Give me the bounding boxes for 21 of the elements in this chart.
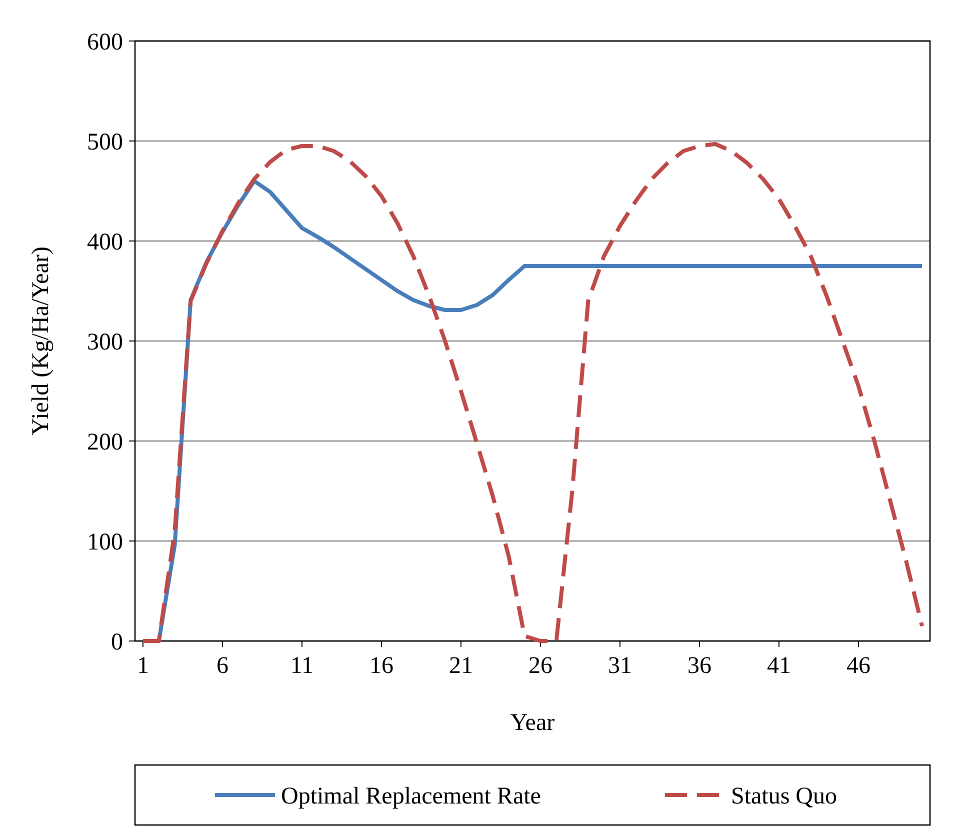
y-tick-label: 0 [111,629,123,656]
x-tick-label: 31 [608,653,632,679]
x-tick-label: 46 [846,653,870,679]
x-tick-label: 1 [136,653,149,679]
x-axis-title: Year [510,710,555,736]
x-tick-label: 21 [448,653,473,679]
x-tick-label: 26 [528,653,552,679]
y-tick-label: 100 [87,529,123,556]
x-tick-label: 36 [687,653,712,679]
y-axis-title: Yield (Kg/Ha/Year) [28,246,54,436]
legend-label: Status Quo [731,783,838,810]
y-tick-label: 300 [87,329,123,356]
x-tick-label: 6 [216,653,228,679]
x-tick-label: 16 [369,653,394,679]
legend-label: Optimal Replacement Rate [281,783,541,810]
y-tick-label: 500 [87,129,123,156]
x-tick-label: 11 [290,653,314,679]
y-tick-label: 600 [87,29,123,56]
y-tick-label: 400 [87,229,123,256]
x-tick-label: 41 [766,653,791,679]
y-tick-label: 200 [87,429,123,456]
